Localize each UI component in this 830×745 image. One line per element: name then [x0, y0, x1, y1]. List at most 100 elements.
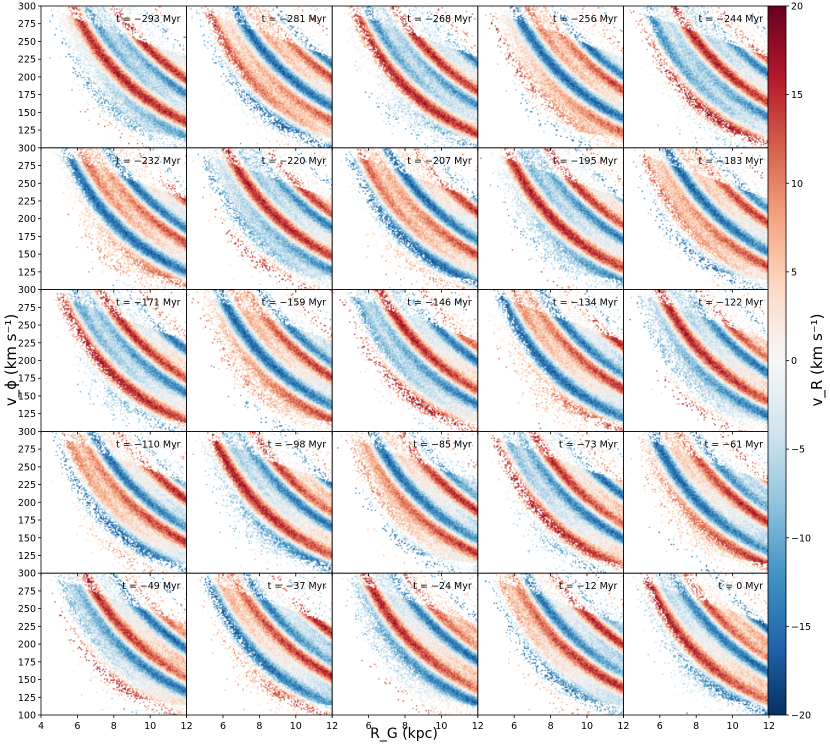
x-tick-label: 12: [326, 721, 338, 732]
heatmap-panel: t = 0 Myr: [623, 572, 770, 716]
x-tick-label: 12: [617, 721, 629, 732]
heatmap-panel: t = −85 Myr: [331, 430, 479, 574]
heatmap-panel: t = −256 Myr: [477, 5, 624, 149]
panel-time-label: t = −73 Myr: [559, 439, 618, 450]
heatmap-panel: t = −159 Myr: [186, 289, 333, 432]
heatmap-raster: [41, 431, 187, 574]
y-tick-label: 250: [18, 321, 36, 332]
y-tick-label: 150: [18, 391, 36, 402]
panel-time-label: t = −281 Myr: [262, 14, 327, 25]
y-tick-label: 150: [18, 108, 36, 119]
y-tick-label: 300: [18, 427, 36, 438]
heatmap-raster: [332, 431, 478, 574]
panel-time-label: t = −220 Myr: [262, 156, 327, 167]
heatmap-raster: [623, 289, 769, 432]
heatmap-panel: t = −183 Myr: [623, 147, 770, 291]
heatmap-raster: [623, 573, 769, 715]
y-tick-label: 275: [18, 19, 36, 30]
y-tick-label: 175: [18, 657, 36, 668]
heatmap-panel: t = −220 Myr: [186, 147, 333, 291]
panel-time-label: t = −195 Myr: [553, 156, 618, 167]
y-tick-label: 100: [18, 711, 36, 722]
y-tick-label: 300: [18, 143, 36, 154]
heatmap-panel: t = −171 Myr: [40, 289, 188, 432]
panel-time-label: t = −183 Myr: [698, 156, 763, 167]
x-tick-label: 8: [402, 721, 408, 732]
colorbar-tick-label: 0: [791, 356, 797, 367]
panel-time-label: t = −12 Myr: [559, 581, 618, 592]
heatmap-panel: t = −134 Myr: [477, 289, 624, 432]
y-tick-label: 275: [18, 161, 36, 172]
x-tick-label: 8: [256, 721, 262, 732]
panel-time-label: t = −110 Myr: [116, 439, 181, 450]
y-tick-label: 225: [18, 480, 36, 491]
heatmap-raster: [477, 147, 624, 290]
heatmap-panel: t = −110 Myr: [40, 430, 188, 574]
heatmap-panel: t = −49 Myr: [40, 572, 188, 716]
heatmap-raster: [186, 147, 333, 290]
y-tick-label: 125: [18, 551, 36, 562]
panel-time-label: t = −134 Myr: [553, 298, 618, 309]
colorbar-tick-label: 10: [791, 179, 803, 190]
y-axis-label: v_ϕ (km s⁻¹): [2, 314, 21, 407]
x-tick-label: 10: [144, 721, 156, 732]
heatmap-raster: [186, 573, 333, 715]
panel-grid: t = −293 Myr t = −281 Myr t = −268 Myr t = …: [40, 5, 770, 716]
heatmap-raster: [477, 431, 624, 574]
axes: 125 150 175 200 225 250 275 300 125 150 175 200 225 2…: [18, 2, 775, 733]
heatmap-raster: [623, 6, 769, 148]
y-tick-label: 150: [18, 533, 36, 544]
panel-time-label: t = −49 Myr: [122, 581, 181, 592]
heatmap-panel: t = −122 Myr: [623, 289, 770, 432]
y-tick-label: 200: [18, 214, 36, 225]
heatmap-panel: t = −195 Myr: [477, 147, 624, 291]
heatmap-raster: [41, 289, 187, 432]
heatmap-raster: [41, 573, 187, 715]
y-tick-label: 275: [18, 445, 36, 456]
colorbar-label: v_R (km s⁻¹): [808, 313, 827, 406]
panel-time-label: t = −98 Myr: [268, 439, 327, 450]
y-tick-label: 150: [18, 250, 36, 261]
heatmap-panel: t = −293 Myr: [40, 5, 188, 149]
y-tick-label: 175: [18, 232, 36, 243]
panel-time-label: t = −244 Myr: [698, 14, 763, 25]
heatmap-panel: t = −73 Myr: [477, 430, 624, 574]
heatmap-raster: [186, 6, 333, 148]
y-tick-label: 250: [18, 604, 36, 615]
x-tick-label: 10: [435, 721, 447, 732]
x-tick-label: 6: [74, 721, 80, 732]
x-tick-label: 6: [657, 721, 663, 732]
colorbar-tick-label: −15: [791, 622, 811, 633]
y-tick-label: 175: [18, 90, 36, 101]
colorbar-tick-label: 15: [791, 90, 803, 101]
y-tick-label: 125: [18, 126, 36, 137]
panel-time-label: t = −146 Myr: [407, 298, 472, 309]
y-tick-label: 175: [18, 374, 36, 385]
panel-time-label: t = −122 Myr: [698, 298, 763, 309]
heatmap-raster: [332, 289, 478, 432]
panel-time-label: t = −232 Myr: [116, 156, 181, 167]
y-tick-label: 125: [18, 267, 36, 278]
panel-time-label: t = −171 Myr: [116, 298, 181, 309]
panel-time-label: t = 0 Myr: [718, 581, 763, 592]
heatmap-panel: t = −37 Myr: [186, 572, 333, 716]
panel-time-label: t = −61 Myr: [704, 439, 763, 450]
heatmap-panel: t = −98 Myr: [186, 430, 333, 574]
y-tick-label: 200: [18, 640, 36, 651]
x-tick-label: 6: [366, 721, 372, 732]
heatmap-raster: [623, 147, 769, 290]
heatmap-panel: t = −61 Myr: [623, 430, 770, 574]
x-tick-label: 6: [511, 721, 517, 732]
x-tick-label: 10: [581, 721, 593, 732]
colorbar-tick-label: 5: [791, 267, 797, 278]
heatmap-raster: [332, 147, 478, 290]
y-tick-label: 250: [18, 37, 36, 48]
panel-time-label: t = −268 Myr: [407, 14, 472, 25]
panel-time-label: t = −159 Myr: [262, 298, 327, 309]
panel-time-label: t = −256 Myr: [553, 14, 618, 25]
panel-time-label: t = −293 Myr: [116, 14, 181, 25]
y-tick-label: 150: [18, 675, 36, 686]
heatmap-panel: t = −207 Myr: [331, 147, 479, 291]
y-tick-label: 125: [18, 409, 36, 420]
heatmap-raster: [623, 431, 769, 574]
